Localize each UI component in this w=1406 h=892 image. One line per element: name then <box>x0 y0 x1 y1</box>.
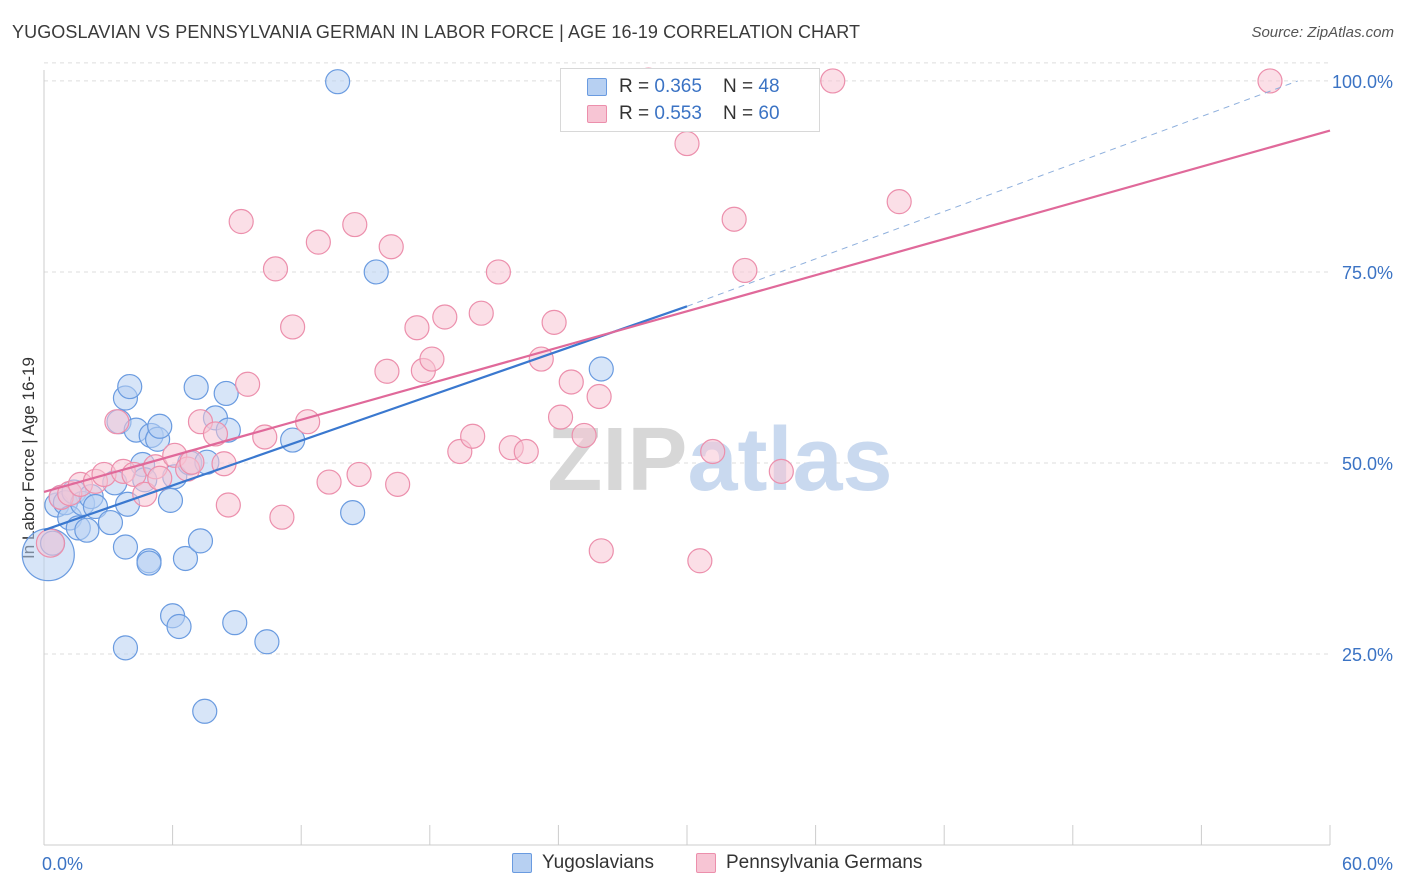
point-pennsylvania-germans-56 <box>820 68 846 94</box>
legend-item-yugoslavians: Yugoslavians <box>512 852 654 874</box>
point-yugoslavians-43 <box>325 69 351 95</box>
point-pennsylvania-germans-18 <box>215 492 241 518</box>
point-pennsylvania-germans-32 <box>385 471 411 497</box>
point-pennsylvania-germans-55 <box>768 458 794 484</box>
point-pennsylvania-germans-23 <box>269 504 295 530</box>
legend-swatch-pennsylvania-germans <box>587 105 607 123</box>
point-pennsylvania-germans-49 <box>588 538 614 564</box>
point-pennsylvania-germans-46 <box>558 369 584 395</box>
point-yugoslavians-34 <box>213 380 239 407</box>
point-pennsylvania-germans-27 <box>316 469 342 495</box>
y-tick-label-50: 50.0% <box>1342 454 1393 474</box>
series-legend: Yugoslavians Pennsylvania Germans <box>0 852 1406 878</box>
point-pennsylvania-germans-20 <box>235 371 261 397</box>
point-yugoslavians-15 <box>112 534 139 560</box>
n-label: N = <box>701 76 759 97</box>
y-tick-label-25: 25.0% <box>1342 645 1393 665</box>
point-pennsylvania-germans-22 <box>262 256 289 282</box>
point-pennsylvania-germans-38 <box>460 423 486 449</box>
point-yugoslavians-38 <box>166 613 192 640</box>
legend-swatch-pennsylvania-germans-bottom <box>696 853 716 873</box>
chart-title: YUGOSLAVIAN VS PENNSYLVANIA GERMAN IN LA… <box>12 22 861 42</box>
point-pennsylvania-germans-0 <box>35 528 66 558</box>
chart-source: Source: ZipAtlas.com <box>1251 24 1394 41</box>
point-yugoslavians-39 <box>112 635 139 661</box>
point-yugoslavians-41 <box>254 629 280 655</box>
y-axis-label: In Labor Force | Age 16-19 <box>19 357 38 559</box>
point-pennsylvania-germans-30 <box>374 358 400 384</box>
legend-label-pennsylvania-germans: Pennsylvania Germans <box>726 852 923 873</box>
point-yugoslavians-40 <box>192 698 218 724</box>
n-label: N = <box>701 103 759 124</box>
point-pennsylvania-germans-58 <box>1257 68 1283 94</box>
point-pennsylvania-germans-35 <box>419 346 445 372</box>
point-pennsylvania-germans-53 <box>721 206 747 232</box>
y-tick-label-100: 100.0% <box>1332 72 1393 92</box>
trend-lines <box>43 80 1331 532</box>
point-yugoslavians-25 <box>147 413 173 439</box>
point-pennsylvania-germans-36 <box>432 304 458 330</box>
point-yugoslavians-47 <box>136 550 162 576</box>
point-pennsylvania-germans-25 <box>295 409 321 435</box>
point-pennsylvania-germans-44 <box>541 309 567 335</box>
point-pennsylvania-germans-29 <box>346 461 372 488</box>
point-pennsylvania-germans-57 <box>886 189 912 215</box>
point-pennsylvania-germans-24 <box>280 314 306 340</box>
x-axis-ticks <box>43 825 1331 845</box>
n-value-yugoslavians: 48 <box>758 76 780 97</box>
r-label: R = <box>619 76 655 97</box>
point-yugoslavians-44 <box>340 500 366 526</box>
point-yugoslavians-36 <box>222 610 248 636</box>
point-pennsylvania-germans-52 <box>700 438 726 465</box>
trend-line-pennsylvania-germans <box>43 129 1331 494</box>
point-pennsylvania-germans-16 <box>202 421 229 447</box>
y-tick-label-75: 75.0% <box>1342 263 1393 283</box>
point-yugoslavians-26 <box>157 487 184 514</box>
r-label: R = <box>619 103 655 124</box>
point-yugoslavians-12 <box>97 509 124 536</box>
data-points <box>21 67 1283 724</box>
trend-line-yugoslavians-extension <box>686 80 1299 307</box>
stats-legend-row-pennsylvania-germans: R = 0.553 N = 60 <box>587 101 780 127</box>
legend-swatch-yugoslavians-bottom <box>512 853 532 873</box>
point-pennsylvania-germans-50 <box>674 130 700 157</box>
point-yugoslavians-30 <box>183 374 209 400</box>
point-yugoslavians-18 <box>117 373 143 400</box>
point-pennsylvania-germans-19 <box>228 208 254 235</box>
point-pennsylvania-germans-45 <box>547 404 574 430</box>
point-pennsylvania-germans-54 <box>732 257 758 284</box>
point-pennsylvania-germans-42 <box>513 438 539 465</box>
point-yugoslavians-46 <box>588 356 614 382</box>
point-pennsylvania-germans-6 <box>104 409 130 435</box>
point-yugoslavians-9 <box>74 517 100 543</box>
point-yugoslavians-11 <box>82 493 109 520</box>
legend-swatch-yugoslavians <box>587 78 607 96</box>
point-yugoslavians-45 <box>363 259 389 285</box>
point-pennsylvania-germans-26 <box>305 229 331 255</box>
n-value-pennsylvania-germans: 60 <box>758 103 780 124</box>
point-pennsylvania-germans-28 <box>342 211 368 238</box>
y-tick-labels: 25.0% 50.0% 75.0% 100.0% <box>1332 72 1393 665</box>
legend-label-yugoslavians: Yugoslavians <box>542 852 654 873</box>
point-yugoslavians-28 <box>172 545 199 572</box>
stats-legend: R = 0.365 N = 48 R = 0.553 N = 60 <box>560 68 820 132</box>
point-pennsylvania-germans-40 <box>485 259 511 285</box>
watermark-zip: ZIP <box>547 410 687 510</box>
point-pennsylvania-germans-31 <box>378 234 404 260</box>
point-pennsylvania-germans-48 <box>586 383 612 410</box>
point-pennsylvania-germans-33 <box>404 315 430 341</box>
trend-line-yugoslavians <box>43 305 688 532</box>
point-yugoslavians-31 <box>187 528 214 554</box>
x-tick-label-60: 60.0% <box>1342 854 1393 874</box>
x-tick-labels: 0.0% 60.0% <box>42 854 1393 874</box>
r-value-pennsylvania-germans: 0.553 <box>654 103 702 124</box>
point-pennsylvania-germans-47 <box>571 422 597 449</box>
r-value-yugoslavians: 0.365 <box>654 76 702 97</box>
point-pennsylvania-germans-51 <box>687 548 713 574</box>
point-pennsylvania-germans-39 <box>468 300 494 326</box>
legend-item-pennsylvania-germans: Pennsylvania Germans <box>696 852 922 874</box>
x-tick-label-0: 0.0% <box>42 854 83 874</box>
stats-legend-row-yugoslavians: R = 0.365 N = 48 <box>587 74 780 100</box>
